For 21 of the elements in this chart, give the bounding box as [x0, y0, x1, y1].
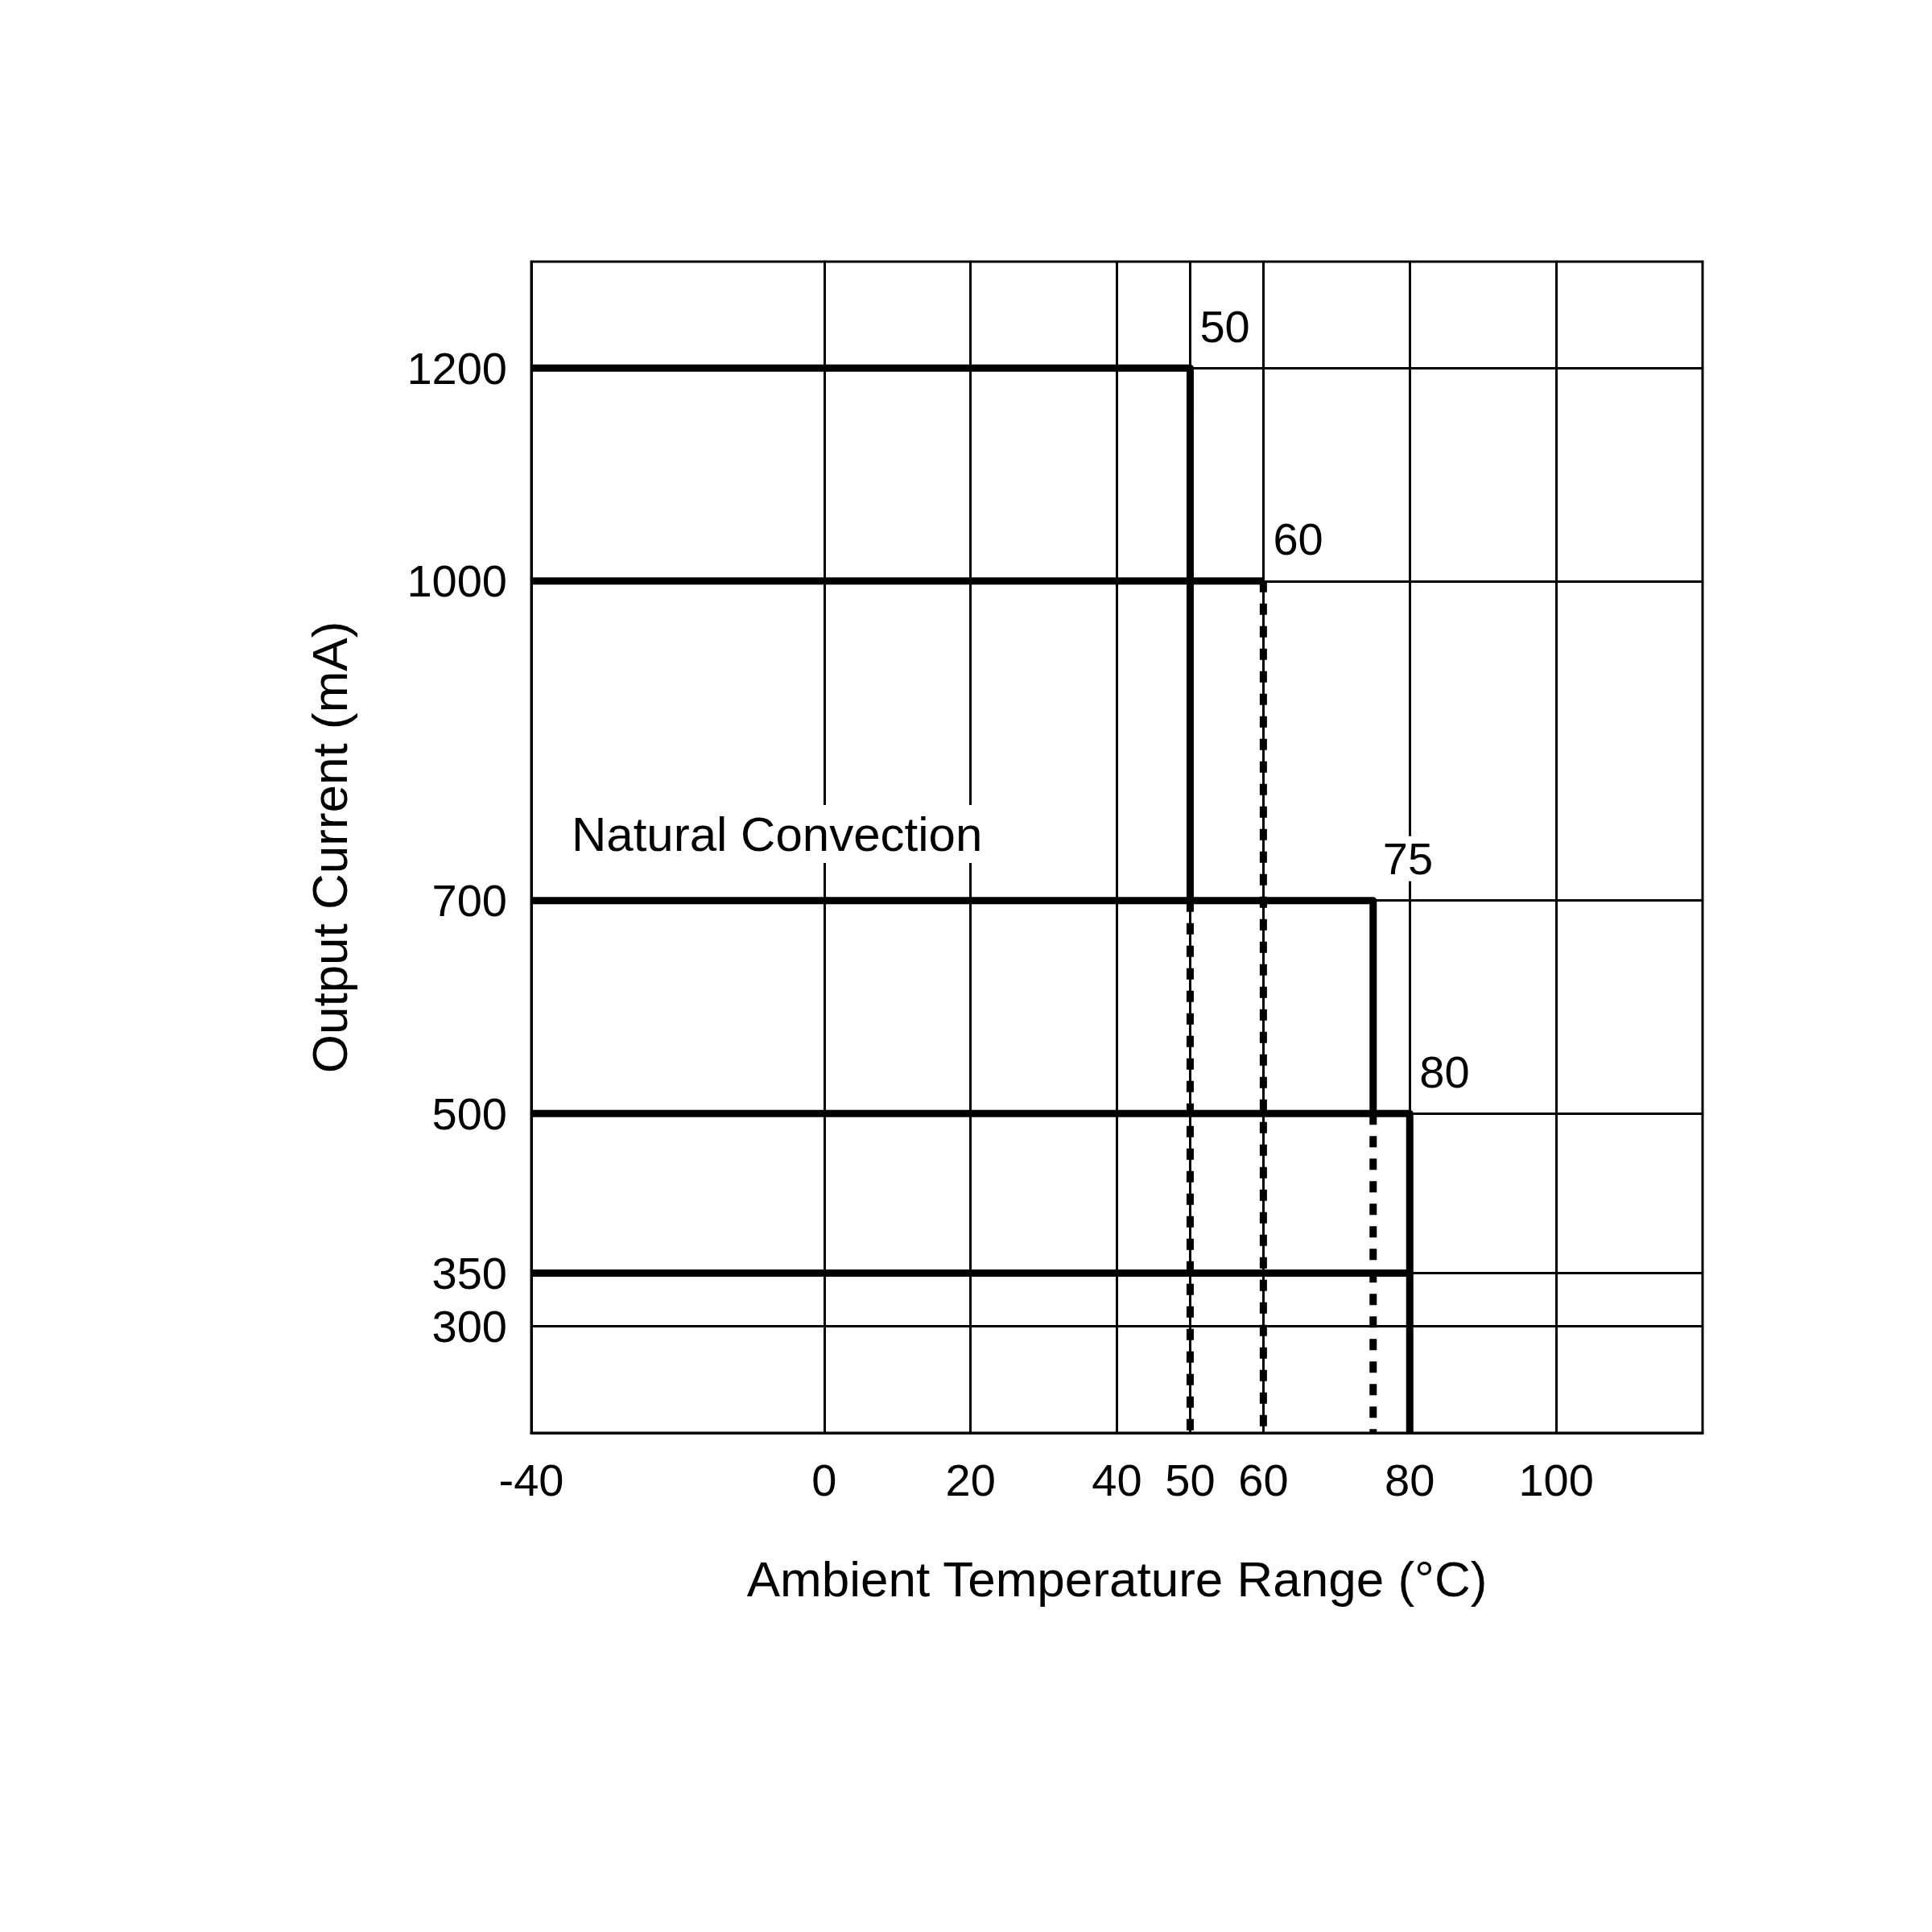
- x-tick-label: 20: [945, 1454, 996, 1505]
- x-tick-label: 40: [1092, 1454, 1142, 1505]
- annotation: 75: [1382, 833, 1434, 885]
- annotation: 80: [1419, 1046, 1470, 1097]
- y-tick-label: 1000: [407, 555, 507, 607]
- y-tick-label: 500: [431, 1088, 507, 1139]
- x-tick-label: 0: [811, 1454, 837, 1505]
- x-tick-label: 100: [1518, 1454, 1594, 1505]
- annotation: 50: [1199, 300, 1250, 352]
- y-tick-label: 1200: [407, 342, 507, 394]
- x-tick-label: -40: [498, 1454, 564, 1505]
- x-tick-label: 80: [1385, 1454, 1435, 1505]
- annotation: Natural Convection: [572, 807, 983, 861]
- y-tick-label: 700: [431, 875, 507, 927]
- y-axis-title: Output Current (mA): [301, 621, 357, 1074]
- x-tick-label: 50: [1165, 1454, 1216, 1505]
- y-tick-label: 300: [431, 1301, 507, 1352]
- y-tick-label: 350: [431, 1248, 507, 1299]
- annotation: 60: [1273, 514, 1323, 565]
- x-tick-label: 60: [1238, 1454, 1289, 1505]
- x-axis-title: Ambient Temperature Range (°C): [746, 1550, 1488, 1607]
